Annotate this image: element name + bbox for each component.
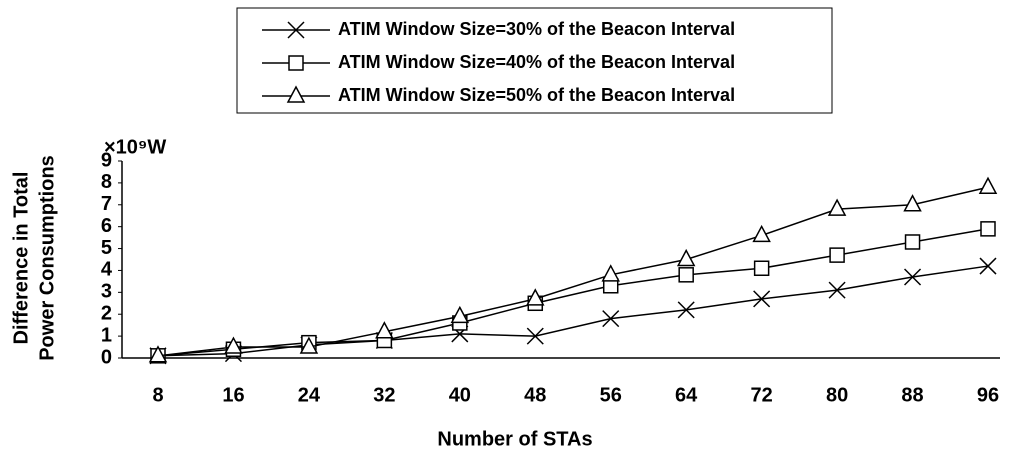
x-tick-label: 96 bbox=[977, 384, 999, 406]
marker bbox=[287, 21, 305, 39]
x-tick-label: 32 bbox=[373, 384, 395, 406]
marker bbox=[450, 305, 470, 324]
y-tick-label: 5 bbox=[101, 237, 112, 259]
marker bbox=[979, 257, 997, 275]
marker bbox=[903, 194, 922, 212]
x-tick-label: 8 bbox=[152, 384, 163, 406]
x-tick-label: 24 bbox=[298, 384, 321, 406]
marker bbox=[601, 264, 620, 282]
unit-label: ×10⁹W bbox=[104, 136, 166, 158]
marker bbox=[677, 301, 695, 319]
marker bbox=[829, 247, 845, 263]
marker bbox=[299, 336, 319, 354]
x-tick-label: 72 bbox=[751, 384, 773, 406]
marker bbox=[828, 281, 846, 299]
y-axis-label: Power Consumptions bbox=[36, 155, 58, 361]
y-tick-label: 9 bbox=[101, 149, 112, 171]
marker bbox=[978, 176, 998, 195]
legend-text: ATIM Window Size=50% of the Beacon Inter… bbox=[338, 85, 735, 105]
marker bbox=[602, 310, 620, 328]
y-tick-label: 2 bbox=[101, 303, 112, 325]
marker bbox=[753, 260, 770, 277]
marker bbox=[224, 336, 243, 354]
series-line bbox=[157, 265, 989, 357]
x-tick-label: 40 bbox=[449, 384, 471, 406]
marker bbox=[375, 321, 394, 339]
y-axis-label: Difference in Total bbox=[10, 172, 32, 345]
x-tick-label: 56 bbox=[600, 384, 622, 406]
series-line bbox=[157, 186, 989, 357]
y-tick-label: 0 bbox=[101, 346, 112, 368]
marker bbox=[286, 85, 306, 103]
x-tick-label: 16 bbox=[222, 384, 244, 406]
x-tick-label: 48 bbox=[524, 384, 546, 406]
marker bbox=[676, 248, 696, 267]
x-axis-label: Number of STAs bbox=[437, 428, 592, 450]
y-tick-label: 1 bbox=[101, 324, 112, 346]
y-tick-label: 3 bbox=[101, 281, 112, 303]
marker bbox=[288, 55, 304, 71]
y-tick-label: 7 bbox=[101, 193, 112, 215]
marker bbox=[904, 234, 921, 250]
marker bbox=[752, 224, 771, 243]
y-tick-label: 8 bbox=[101, 171, 112, 193]
legend-box bbox=[236, 7, 833, 114]
marker bbox=[526, 327, 544, 345]
marker bbox=[526, 288, 545, 306]
y-tick-label: 6 bbox=[101, 215, 112, 237]
series-line bbox=[157, 228, 989, 357]
marker bbox=[753, 290, 771, 308]
marker bbox=[148, 345, 168, 363]
marker bbox=[827, 198, 847, 216]
y-tick-label: 4 bbox=[101, 259, 113, 281]
x-tick-label: 88 bbox=[901, 384, 923, 406]
x-tick-label: 80 bbox=[826, 384, 848, 406]
legend-text: ATIM Window Size=30% of the Beacon Inter… bbox=[338, 19, 735, 39]
marker bbox=[678, 267, 694, 283]
marker bbox=[904, 268, 922, 286]
marker bbox=[980, 221, 996, 237]
x-tick-label: 64 bbox=[675, 384, 698, 406]
legend-text: ATIM Window Size=40% of the Beacon Inter… bbox=[338, 52, 735, 72]
